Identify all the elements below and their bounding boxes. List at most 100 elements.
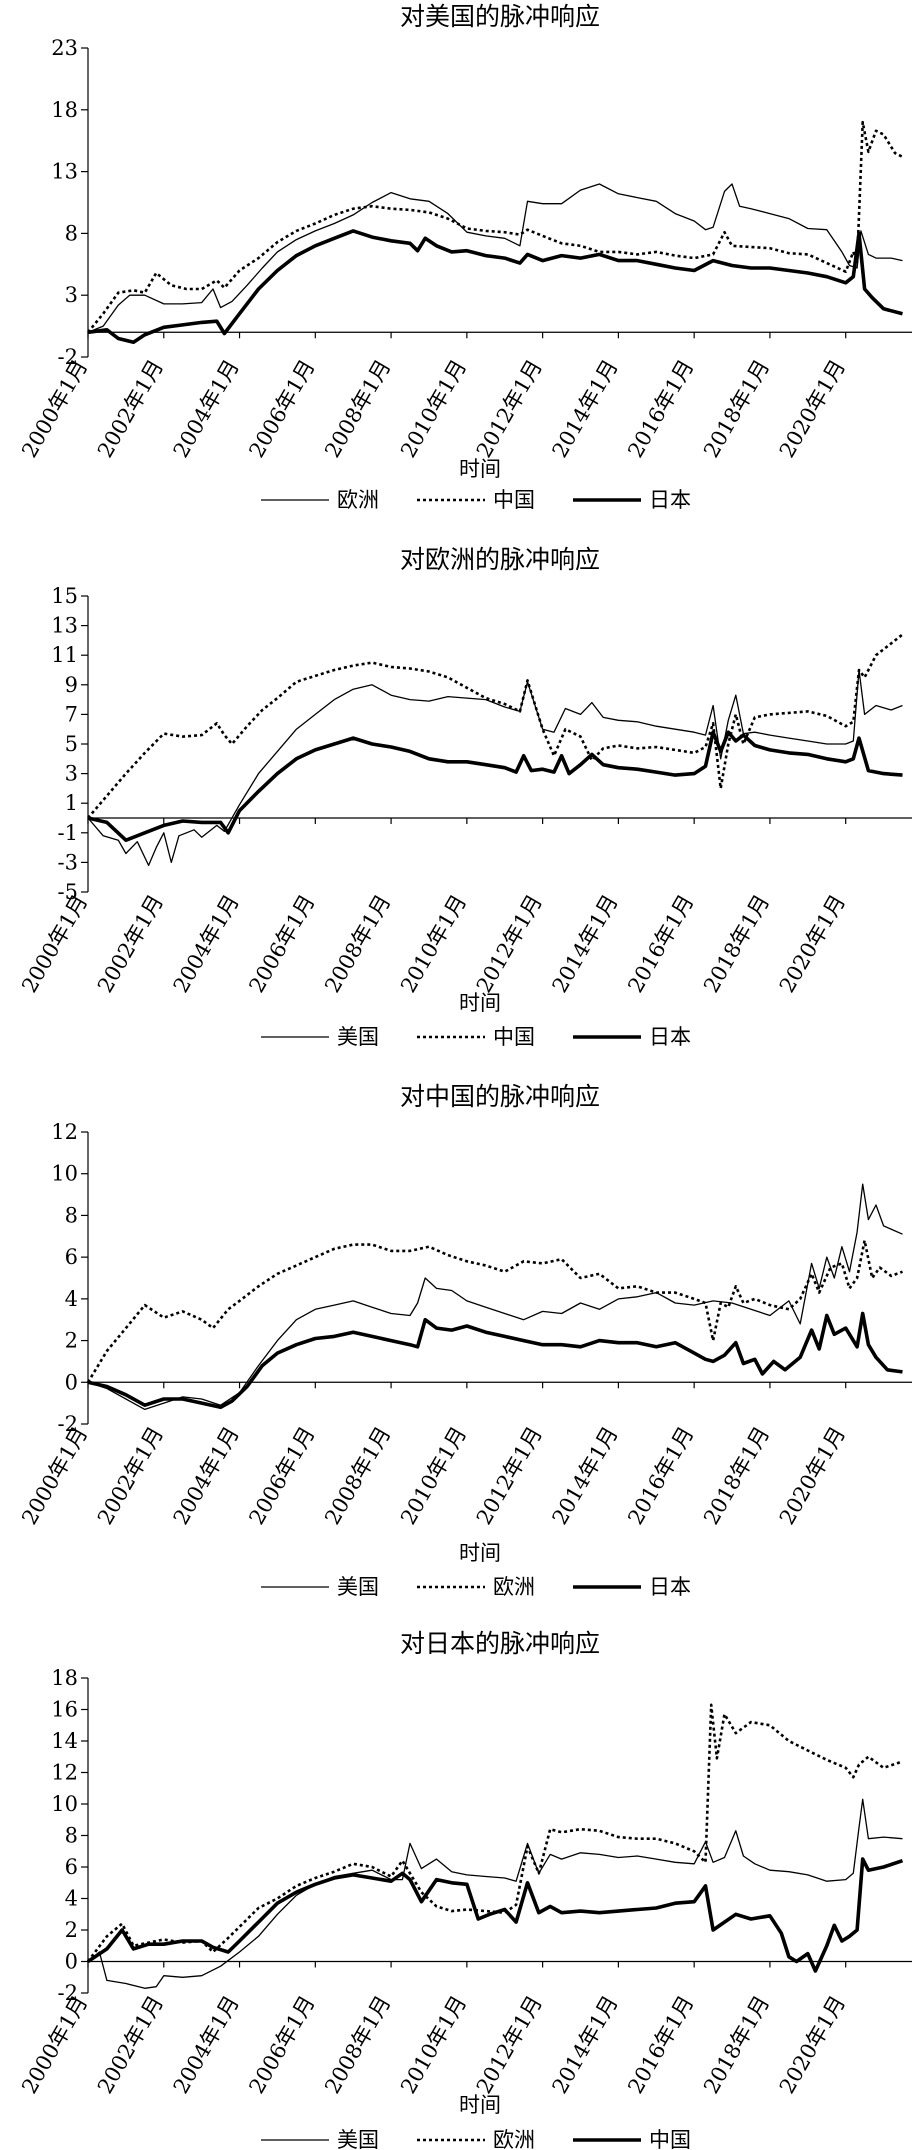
y-tick-label: -5 — [58, 880, 78, 904]
chart-title: 对欧洲的脉冲响应 — [400, 545, 600, 574]
y-tick-label: 4 — [65, 1887, 78, 1911]
x-tick-label: 2010年1月 — [396, 356, 471, 462]
x-tick-label: 2000年1月 — [17, 891, 92, 997]
legend-label: 中国 — [649, 2128, 691, 2150]
x-tick-label: 2000年1月 — [17, 1423, 92, 1529]
legend-label: 日本 — [649, 1025, 691, 1049]
y-tick-label: 5 — [65, 732, 78, 756]
x-tick-label: 2004年1月 — [169, 1992, 244, 2098]
chart-title: 对日本的脉冲响应 — [400, 1629, 600, 1658]
x-tick-label: 2012年1月 — [472, 891, 547, 997]
x-tick-label: 2018年1月 — [699, 1423, 774, 1529]
x-tick-label: 2018年1月 — [699, 356, 774, 462]
y-tick-label: 12 — [51, 1120, 78, 1144]
y-tick-label: 23 — [51, 36, 78, 60]
y-tick-label: 9 — [65, 673, 78, 697]
y-tick-label: 13 — [51, 614, 78, 638]
legend-label: 欧洲 — [493, 2128, 535, 2150]
y-tick-label: 16 — [51, 1698, 78, 1722]
x-tick-label: 2004年1月 — [169, 1423, 244, 1529]
y-tick-label: 10 — [51, 1162, 78, 1186]
series-line-美国 — [87, 1183, 903, 1411]
y-tick-label: 2 — [65, 1918, 78, 1942]
x-tick-label: 2018年1月 — [699, 1992, 774, 2098]
series-line-美国 — [87, 1798, 903, 1989]
series-line-欧洲 — [87, 183, 903, 333]
series-line-日本 — [87, 229, 903, 344]
series-line-中国 — [87, 633, 904, 819]
x-tick-label: 2020年1月 — [775, 1992, 850, 2098]
legend-label: 日本 — [649, 488, 691, 512]
x-tick-label: 2016年1月 — [623, 356, 698, 462]
x-axis-label: 时间 — [459, 2093, 501, 2117]
y-tick-label: 8 — [65, 1203, 78, 1227]
x-tick-label: 2016年1月 — [623, 891, 698, 997]
x-tick-label: 2008年1月 — [320, 1992, 395, 2098]
x-tick-label: 2016年1月 — [623, 1992, 698, 2098]
x-tick-label: 2004年1月 — [169, 891, 244, 997]
series-line-日本 — [87, 1311, 903, 1410]
series-line-美国 — [87, 669, 903, 867]
x-tick-label: 2014年1月 — [548, 356, 623, 462]
series-line-中国 — [86, 120, 904, 334]
x-axis-label: 时间 — [459, 1541, 501, 1565]
x-tick-label: 2008年1月 — [320, 1423, 395, 1529]
x-tick-label: 2006年1月 — [244, 891, 319, 997]
x-tick-label: 2012年1月 — [472, 1992, 547, 2098]
y-tick-label: 6 — [65, 1855, 78, 1879]
y-tick-label: 14 — [51, 1729, 78, 1753]
chart-panel-3: 对中国的脉冲响应 -2 0 2 4 6 8 10 12 2000年1月 2002年1月 2004年1月… — [17, 1082, 912, 1599]
chart-title: 对中国的脉冲响应 — [400, 1082, 600, 1111]
x-tick-label: 2010年1月 — [396, 1992, 471, 2098]
y-tick-label: -2 — [58, 1981, 78, 2005]
y-tick-label: 1 — [65, 791, 78, 815]
x-tick-label: 2010年1月 — [396, 891, 471, 997]
series-line-中国 — [87, 1857, 904, 1973]
y-tick-label: 8 — [65, 1824, 78, 1848]
x-tick-label: 2006年1月 — [244, 356, 319, 462]
y-tick-label: -2 — [58, 1412, 78, 1436]
x-tick-label: 2020年1月 — [775, 891, 850, 997]
x-tick-label: 2020年1月 — [775, 356, 850, 462]
x-tick-label: 2002年1月 — [93, 1423, 168, 1529]
x-tick-label: 2008年1月 — [320, 891, 395, 997]
y-tick-label: 7 — [65, 702, 78, 726]
y-tick-label: 3 — [65, 283, 78, 307]
series-line-欧洲 — [86, 1703, 903, 1963]
x-tick-label: 2014年1月 — [548, 1992, 623, 2098]
x-tick-label: 2020年1月 — [775, 1423, 850, 1529]
legend-label: 美国 — [337, 2128, 379, 2150]
x-tick-label: 2002年1月 — [93, 1992, 168, 2098]
x-tick-label: 2006年1月 — [244, 1992, 319, 2098]
y-tick-label: 13 — [51, 160, 78, 184]
legend-label: 美国 — [337, 1025, 379, 1049]
series-line-日本 — [87, 730, 903, 842]
x-tick-label: 2010年1月 — [396, 1423, 471, 1529]
x-tick-label: 2002年1月 — [93, 356, 168, 462]
x-tick-label: 2008年1月 — [320, 356, 395, 462]
y-tick-label: 3 — [65, 762, 78, 786]
x-tick-label: 2012年1月 — [472, 356, 547, 462]
x-tick-label: 2016年1月 — [623, 1423, 698, 1529]
y-tick-label: 4 — [65, 1287, 78, 1311]
y-tick-label: 6 — [65, 1245, 78, 1269]
x-tick-label: 2002年1月 — [93, 891, 168, 997]
y-tick-label: -2 — [58, 345, 78, 369]
x-axis-label: 时间 — [459, 457, 501, 481]
y-tick-label: 15 — [51, 584, 78, 608]
legend-label: 中国 — [493, 1025, 535, 1049]
x-tick-label: 2014年1月 — [548, 1423, 623, 1529]
y-tick-label: 0 — [65, 1370, 78, 1394]
legend-label: 美国 — [337, 1575, 379, 1599]
x-tick-label: 2004年1月 — [169, 356, 244, 462]
x-tick-label: 2018年1月 — [699, 891, 774, 997]
x-tick-label: 2006年1月 — [244, 1423, 319, 1529]
y-tick-label: 2 — [65, 1329, 78, 1353]
x-tick-label: 2000年1月 — [17, 1992, 92, 2098]
y-tick-label: 12 — [51, 1761, 78, 1785]
x-tick-label: 2014年1月 — [548, 891, 623, 997]
y-tick-label: 18 — [51, 1666, 78, 1690]
